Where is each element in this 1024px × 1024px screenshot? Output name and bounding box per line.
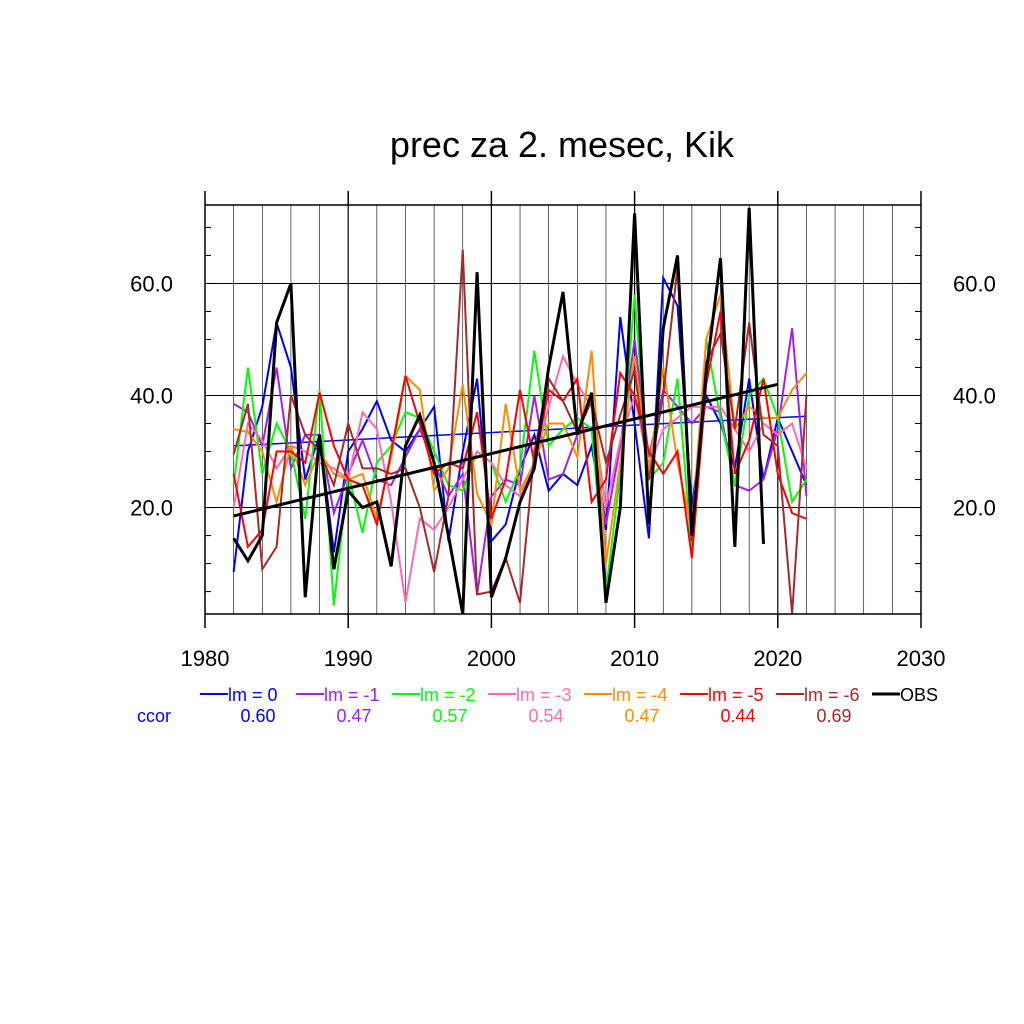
legend-label: lm = -4 bbox=[612, 685, 668, 705]
legend-ccor-value: 0.60 bbox=[240, 706, 275, 726]
y-tick-label-left: 40.0 bbox=[130, 383, 173, 408]
legend-ccor-value: 0.57 bbox=[432, 706, 467, 726]
legend-ccor-value: 0.47 bbox=[624, 706, 659, 726]
y-tick-label-left: 20.0 bbox=[130, 496, 173, 521]
legend-label: lm = -3 bbox=[516, 685, 572, 705]
y-tick-label-left: 60.0 bbox=[130, 271, 173, 296]
legend-ccor-value: 0.54 bbox=[528, 706, 563, 726]
y-tick-label-right: 40.0 bbox=[953, 383, 996, 408]
x-tick-label: 1990 bbox=[324, 646, 373, 671]
trend-line-lm-0 bbox=[233, 415, 807, 447]
legend-ccor-value: 0.44 bbox=[720, 706, 755, 726]
series-line-obs bbox=[232, 207, 765, 615]
series-line-lm-6 bbox=[232, 249, 808, 615]
legend-label: lm = -2 bbox=[420, 685, 476, 705]
axis-ticks: 1980 1990 2000 2010 2020 2030 20.0 20.0 40.0 40.0… bbox=[130, 191, 996, 671]
chart-title: prec za 2. mesec, Kik bbox=[390, 124, 735, 165]
x-tick-label: 2000 bbox=[467, 646, 516, 671]
legend-label: lm = 0 bbox=[228, 685, 278, 705]
legend-label: lm = -6 bbox=[804, 685, 860, 705]
ccor-label: ccor bbox=[137, 706, 171, 726]
x-tick-label: 2020 bbox=[753, 646, 802, 671]
legend-label: lm = -5 bbox=[708, 685, 764, 705]
plot-frame bbox=[204, 204, 922, 615]
x-tick-label: 2010 bbox=[610, 646, 659, 671]
legend-ccor-value: 0.47 bbox=[336, 706, 371, 726]
legend-ccor-value: 0.69 bbox=[816, 706, 851, 726]
x-tick-label: 2030 bbox=[897, 646, 946, 671]
series-line-lm-5 bbox=[232, 311, 807, 559]
legend-label: OBS bbox=[900, 685, 938, 705]
y-tick-label-right: 20.0 bbox=[953, 496, 996, 521]
series-layer bbox=[232, 207, 808, 615]
plot-border bbox=[204, 204, 922, 615]
y-tick-label-right: 60.0 bbox=[953, 271, 996, 296]
trend-line-obs bbox=[233, 382, 779, 518]
legend-label: lm = -1 bbox=[324, 685, 380, 705]
x-tick-label: 1980 bbox=[181, 646, 230, 671]
